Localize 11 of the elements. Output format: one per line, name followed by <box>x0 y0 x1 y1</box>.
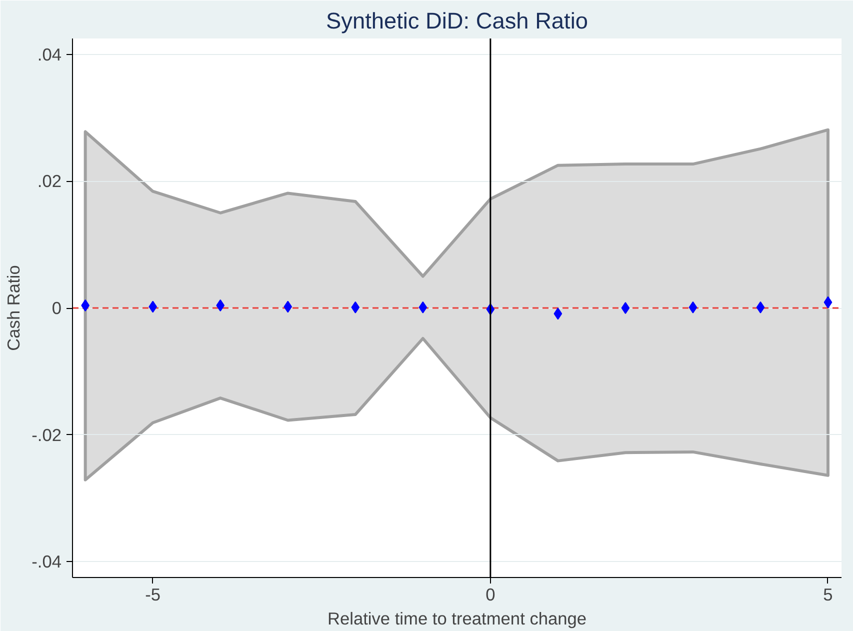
y-tick-label: .02 <box>37 171 62 192</box>
y-tick-label: -.04 <box>32 552 62 572</box>
y-tick-label: .04 <box>37 44 62 64</box>
y-tick-label: -.02 <box>32 424 62 445</box>
x-axis-title: Relative time to treatment change <box>327 608 587 628</box>
chart-title: Synthetic DiD: Cash Ratio <box>326 8 588 34</box>
y-axis-title: Cash Ratio <box>4 265 24 351</box>
y-tick-label: 0 <box>52 298 62 318</box>
x-tick-label: 5 <box>823 584 833 604</box>
x-tick-label: -5 <box>145 584 161 604</box>
x-tick-label: 0 <box>486 584 496 604</box>
